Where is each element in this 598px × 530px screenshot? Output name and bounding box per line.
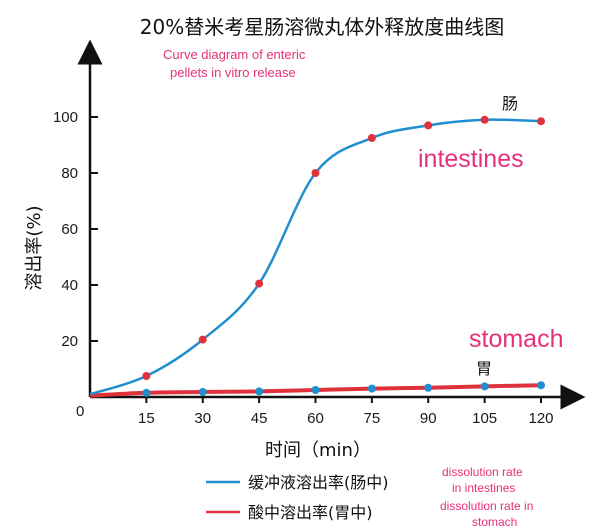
data-point-stomach <box>367 384 376 393</box>
chart-title-english: Curve diagram of enteric pellets in vitro… <box>163 47 306 80</box>
stomach-end-label: 胃 <box>476 359 492 378</box>
x-tick-label: 45 <box>251 410 268 427</box>
intestines-end-label: 肠 <box>502 94 518 113</box>
intestines-annotation: intestines <box>418 145 524 173</box>
y-tick-label: 40 <box>61 277 78 294</box>
x-axis-label: 时间（min） <box>265 440 371 461</box>
data-point-intestines <box>480 115 489 124</box>
data-point-intestines <box>311 169 320 177</box>
x-tick-label: 60 <box>307 410 324 427</box>
data-point-intestines <box>537 117 545 126</box>
data-point-stomach <box>142 388 151 397</box>
y-tick-label: 100 <box>53 109 78 126</box>
data-point-intestines <box>367 134 376 142</box>
data-point-stomach <box>255 387 264 396</box>
y-tick-label: 80 <box>61 165 78 182</box>
data-point-stomach <box>198 387 207 396</box>
legend: 缓冲液溶出率(肠中) 酸中溶出率(胃中) <box>206 473 389 522</box>
data-point-stomach <box>424 383 433 392</box>
x-tick-label: 120 <box>528 410 553 427</box>
data-point-intestines <box>198 335 207 344</box>
x-tick-label: 30 <box>194 410 211 427</box>
data-point-intestines <box>142 372 151 380</box>
x-tick-label: 90 <box>420 410 437 427</box>
chart-title: 20%替米考星肠溶微丸体外释放度曲线图 <box>140 15 504 39</box>
data-point-stomach <box>537 381 545 390</box>
legend-note-intestines: dissolution rate in intestines <box>442 465 526 495</box>
x-tick-label: 105 <box>472 410 497 427</box>
origin-label: 0 <box>76 403 84 420</box>
data-point-stomach <box>480 382 489 391</box>
legend-label-stomach: 酸中溶出率(胃中) <box>248 503 373 522</box>
y-tick-label: 60 <box>61 221 78 238</box>
legend-label-intestines: 缓冲液溶出率(肠中) <box>248 473 389 492</box>
stomach-annotation: stomach <box>469 325 563 353</box>
x-tick-label: 15 <box>138 410 155 427</box>
y-axis-label: 溶出率(%) <box>24 205 45 290</box>
x-tick-label: 75 <box>364 410 381 427</box>
data-point-intestines <box>255 279 264 288</box>
y-tick-label: 20 <box>61 333 78 350</box>
data-point-stomach <box>311 386 320 394</box>
series-line-intestines <box>89 118 542 396</box>
data-point-intestines <box>424 121 433 130</box>
legend-note-stomach: dissolution rate in stomach <box>440 499 537 529</box>
